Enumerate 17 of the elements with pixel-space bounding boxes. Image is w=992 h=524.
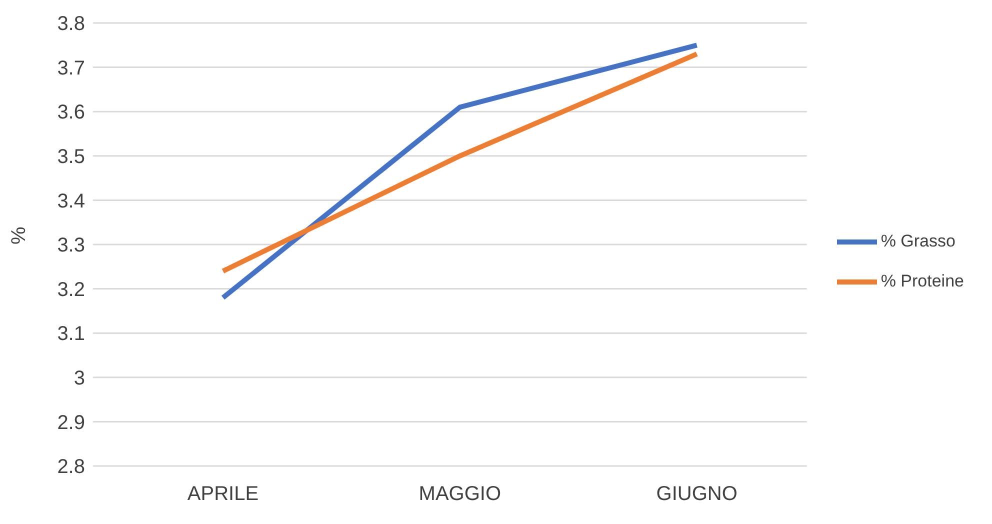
y-tick-label: 3.2	[57, 278, 85, 301]
x-tick-label: APRILE	[187, 483, 259, 506]
y-tick-label: 2.9	[57, 412, 85, 434]
y-tick-label: 3.4	[57, 190, 85, 212]
y-axis-title: %	[8, 226, 30, 244]
y-tick-label: 3.3	[57, 234, 85, 257]
x-tick-label: MAGGIO	[418, 483, 502, 506]
legend-label: % Grasso	[880, 231, 956, 250]
y-tick-label: 3.1	[57, 323, 85, 346]
y-tick-label: 2.8	[57, 456, 85, 478]
y-tick-label: 3.7	[57, 57, 85, 80]
y-tick-label: 3.6	[57, 102, 85, 124]
y-tick-label: 3	[74, 368, 85, 390]
x-tick-label: GIUGNO	[656, 483, 738, 506]
y-tick-label: 3.8	[57, 13, 85, 36]
legend-label: % Proteine	[880, 271, 964, 290]
y-tick-label: 3.5	[57, 146, 85, 168]
